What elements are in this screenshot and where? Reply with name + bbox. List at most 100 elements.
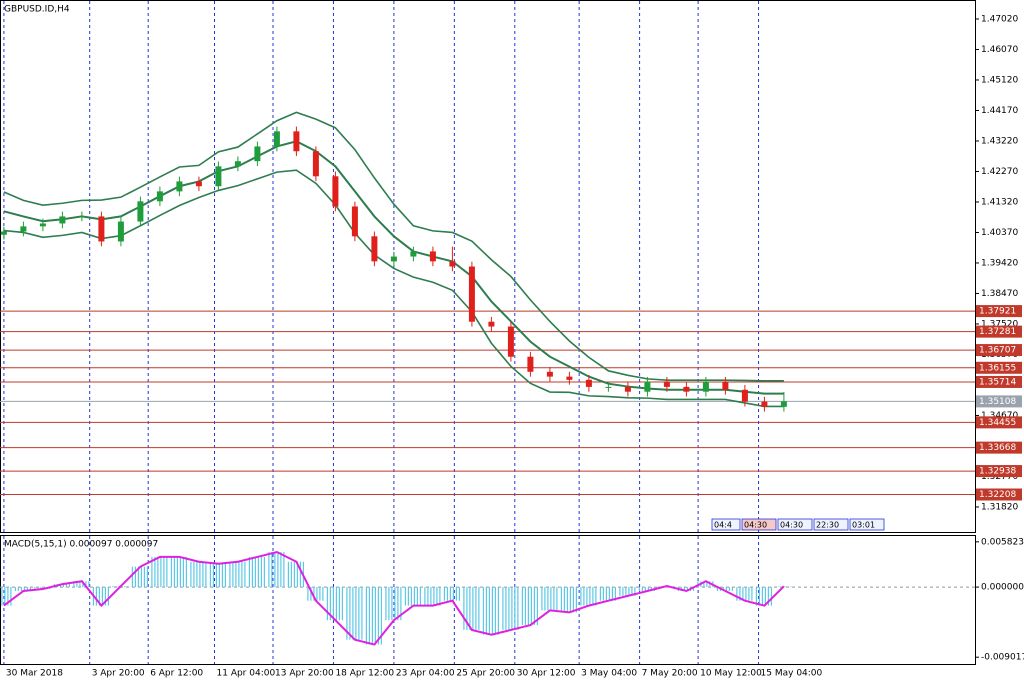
level-label-box (976, 488, 1022, 501)
candle-body (234, 161, 241, 167)
candle-body (332, 176, 339, 207)
x-tick-label: 23 Apr 04:00 (396, 669, 455, 679)
y-tick-label: 1.42270 (981, 167, 1018, 177)
level-label: 1.36707 (979, 346, 1016, 356)
y-tick-label: 1.43220 (981, 136, 1018, 146)
x-tick-label: 13 Apr 20:00 (275, 669, 334, 679)
candle-body (722, 381, 729, 390)
candle-body (215, 166, 222, 187)
candle-body (507, 326, 514, 357)
candle-body (585, 379, 592, 387)
y-tick-label: 1.41320 (981, 197, 1018, 207)
y-tick-label: 1.45120 (981, 75, 1018, 85)
chart-title: GBPUSD.ID,H4 (4, 5, 70, 15)
level-label: 1.32938 (979, 467, 1016, 477)
time-box (849, 518, 885, 531)
candle-body (78, 216, 85, 218)
candle-body (780, 401, 787, 407)
macd-title: MACD(5,15,1) 0.000097 0.000097 (4, 540, 158, 550)
candle-body (449, 261, 456, 267)
level-label-box (976, 375, 1022, 388)
level-label-box (976, 325, 1022, 338)
candle-body (644, 381, 651, 392)
x-tick-label: 7 May 20:00 (642, 669, 698, 679)
time-box-label: 03:01 (852, 521, 875, 530)
y-tick-label: 1.37520 (981, 319, 1018, 329)
level-label: 1.37281 (979, 327, 1016, 337)
y-tick-label: -0.009017 (981, 653, 1024, 663)
level-label-box (976, 344, 1022, 357)
candle-body (429, 251, 436, 262)
candle-body (137, 201, 144, 222)
x-tick-label: 3 May 04:00 (581, 669, 637, 679)
time-box (711, 518, 741, 531)
candle-body (176, 181, 183, 192)
y-tick-label: 1.34670 (981, 411, 1018, 421)
level-label-box (976, 441, 1022, 454)
level-label: 1.32208 (979, 490, 1016, 500)
x-tick-label: 11 Apr 04:00 (217, 669, 276, 679)
y-tick-label: 1.40370 (981, 228, 1018, 238)
level-label: 1.33668 (979, 443, 1016, 453)
time-box-label: 04:30 (780, 521, 803, 530)
y-tick-label: 1.47020 (981, 14, 1018, 24)
time-box (813, 518, 849, 531)
candle-body (273, 131, 280, 147)
candle-body (156, 191, 163, 202)
candle-body (527, 356, 534, 372)
y-tick-label: 0.000000 (981, 583, 1024, 593)
candle-body (20, 226, 27, 232)
candle-body (371, 236, 378, 262)
candle-body (605, 386, 612, 388)
candle-body (39, 223, 46, 227)
candle-body (98, 216, 105, 242)
y-tick-label: 1.31820 (981, 502, 1018, 512)
candle-body (59, 216, 66, 224)
level-label-box (976, 305, 1022, 318)
signal-line (3, 550, 785, 646)
time-box-label: 04:4 (714, 521, 732, 530)
candle-body (741, 389, 748, 402)
level-label: 1.34455 (979, 418, 1016, 428)
level-label: 1.36155 (979, 363, 1016, 373)
level-label-box (976, 361, 1022, 374)
band-line (3, 169, 784, 408)
time-box (777, 518, 813, 531)
candle-body (468, 266, 475, 322)
band-line (3, 111, 784, 382)
candle-body (0, 231, 7, 235)
time-box (741, 518, 777, 531)
y-tick-label: 1.46070 (981, 45, 1018, 55)
time-box-label: 04:30 (744, 521, 767, 530)
y-tick-label: 1.39420 (981, 258, 1018, 268)
level-label: 1.35714 (979, 377, 1016, 387)
x-tick-label: 3 Apr 20:00 (92, 669, 145, 679)
candle-body (117, 221, 124, 242)
x-tick-label: 18 Apr 12:00 (335, 669, 394, 679)
candle-body (624, 386, 631, 392)
candle-body (702, 381, 709, 392)
candle-body (351, 206, 358, 237)
x-tick-label: 30 Apr 12:00 (517, 669, 576, 679)
level-label-box (976, 416, 1022, 429)
price-panel-frame (0, 0, 976, 533)
x-tick-label: 10 May 12:00 (700, 669, 762, 679)
candle-body (663, 381, 670, 387)
y-tick-label: 1.44170 (981, 106, 1018, 116)
candle-body (410, 251, 417, 257)
candle-body (254, 146, 261, 162)
candle-body (195, 181, 202, 187)
candle-body (761, 401, 768, 407)
candle-body (390, 256, 397, 262)
candle-body (293, 131, 300, 152)
candle-body (546, 371, 553, 377)
band-line (3, 140, 784, 395)
candle-body (488, 321, 495, 327)
current-price-box (976, 395, 1022, 408)
x-tick-label: 6 Apr 12:00 (150, 669, 203, 679)
x-tick-label: 15 May 04:00 (761, 669, 823, 679)
time-box-label: 22:30 (816, 521, 839, 530)
candle-body (312, 151, 319, 177)
y-tick-label: 1.38470 (981, 289, 1018, 299)
level-label-box (976, 465, 1022, 478)
